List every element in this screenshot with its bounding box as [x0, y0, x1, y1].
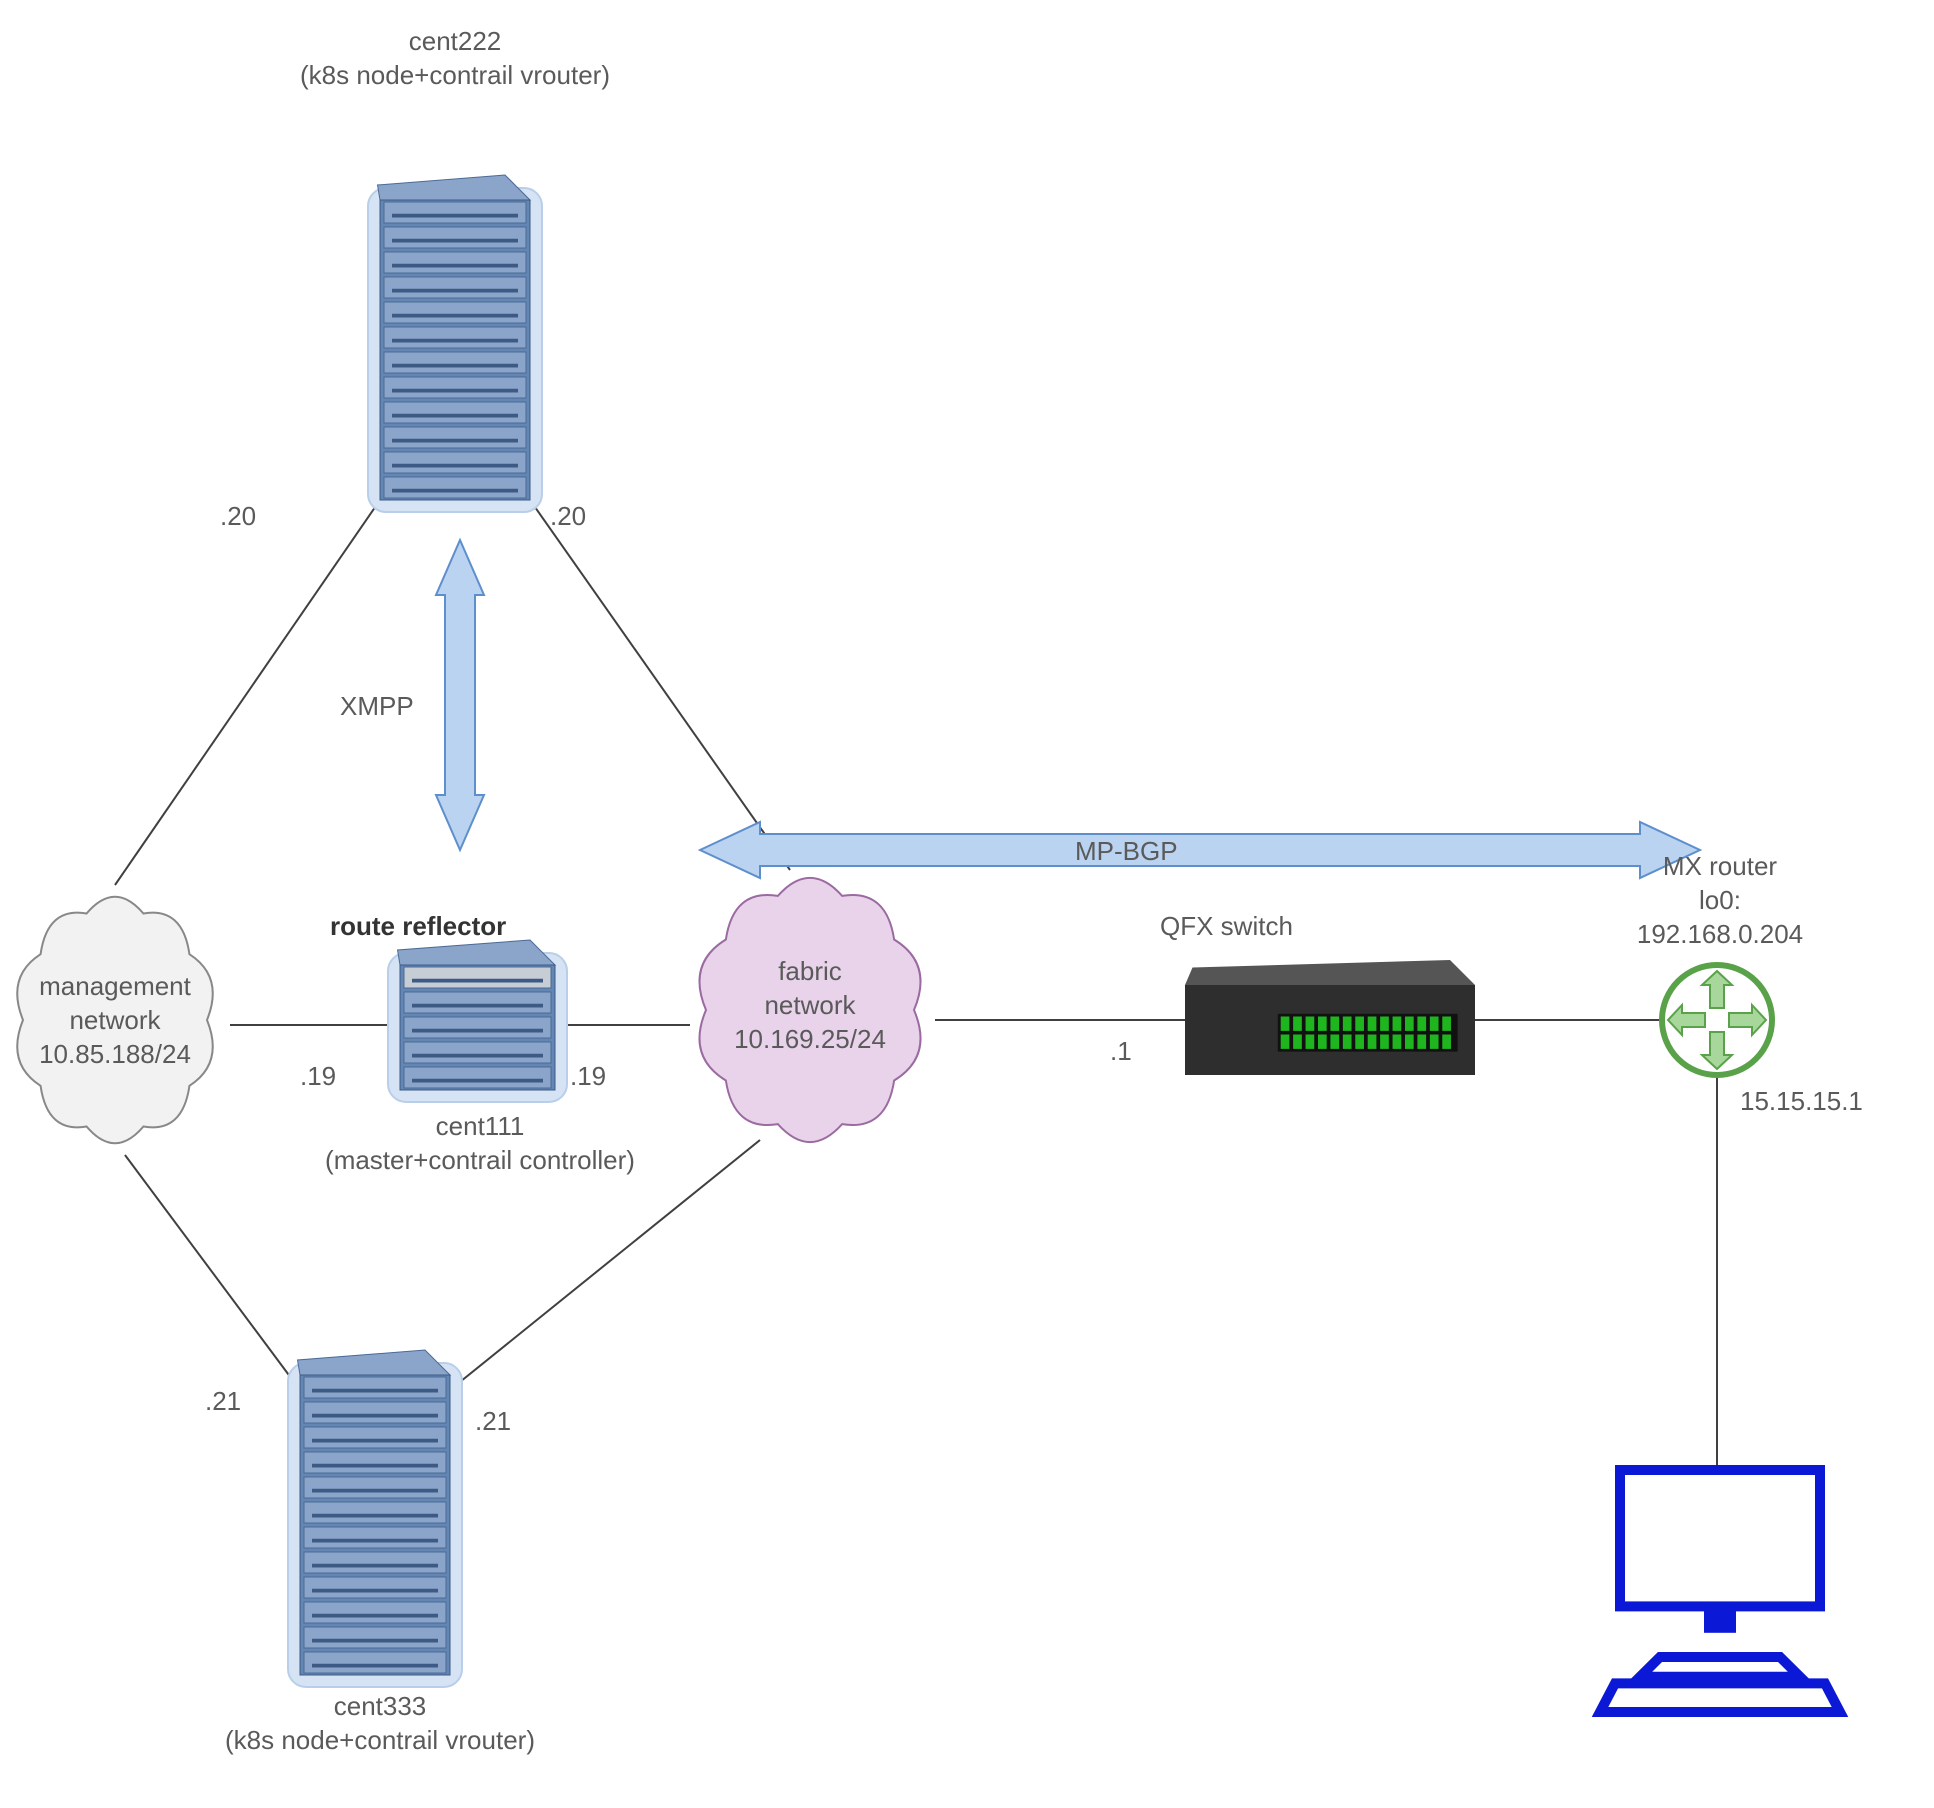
pc-icon: [1600, 1470, 1840, 1712]
cent222-right-ip: .20: [550, 500, 586, 534]
cent333-left-ip: .21: [205, 1385, 241, 1419]
cent333-subtitle: (k8s node+contrail vrouter): [225, 1725, 535, 1755]
qfx-left-ip: .1: [1110, 1035, 1132, 1069]
mx-line3: 192.168.0.204: [1637, 919, 1803, 949]
mgmt-line1: management: [39, 971, 191, 1001]
cent222-left-ip: .20: [220, 500, 256, 534]
cent111-right-ip: .19: [570, 1060, 606, 1094]
mx-line1: MX router: [1663, 851, 1777, 881]
fabric-subnet: 10.169.25/24: [734, 1024, 886, 1054]
fabric-cloud-label: fabric network 10.169.25/24: [710, 955, 910, 1056]
cent111-label: cent111 (master+contrail controller): [280, 1110, 680, 1178]
qfx-label: QFX switch: [1160, 910, 1293, 944]
cent333-title: cent333: [334, 1691, 427, 1721]
mgmt-cloud-label: management network 10.85.188/24: [20, 970, 210, 1071]
diagram-canvas: cent222 (k8s node+contrail vrouter) .20 …: [0, 0, 1934, 1808]
cent111-left-ip: .19: [300, 1060, 336, 1094]
cent333-right-ip: .21: [475, 1405, 511, 1439]
route-reflector-label: route reflector: [330, 910, 506, 944]
mgmt-subnet: 10.85.188/24: [39, 1039, 191, 1069]
mx-right-ip: 15.15.15.1: [1740, 1085, 1863, 1119]
fabric-line2: network: [764, 990, 855, 1020]
cent222-title: cent222: [409, 26, 502, 56]
cent333-label: cent333 (k8s node+contrail vrouter): [180, 1690, 580, 1758]
xmpp-label: XMPP: [340, 690, 414, 724]
mpbgp-label: MP-BGP: [1075, 835, 1178, 869]
cent111-title: cent111: [436, 1111, 525, 1141]
cent222-subtitle: (k8s node+contrail vrouter): [300, 60, 610, 90]
mx-line2: lo0:: [1699, 885, 1741, 915]
mx-router-label: MX router lo0: 192.168.0.204: [1600, 850, 1840, 951]
mgmt-line2: network: [69, 1005, 160, 1035]
cent111-subtitle: (master+contrail controller): [325, 1145, 635, 1175]
cent222-label: cent222 (k8s node+contrail vrouter): [255, 25, 655, 93]
fabric-line1: fabric: [778, 956, 842, 986]
